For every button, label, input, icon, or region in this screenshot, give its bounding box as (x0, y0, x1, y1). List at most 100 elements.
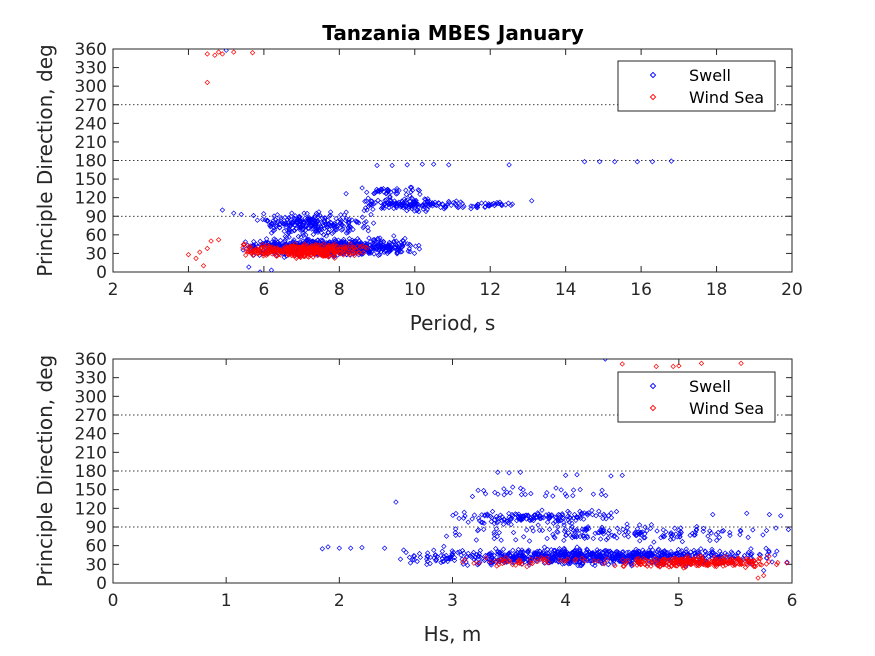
data-point (370, 220, 377, 226)
data-point (648, 563, 654, 569)
y-tick-label: 330 (75, 59, 107, 79)
data-point (469, 493, 476, 500)
data-point (488, 559, 494, 565)
data-point (657, 564, 663, 570)
data-point (281, 254, 287, 261)
data-point (240, 241, 247, 248)
data-point (303, 223, 309, 229)
data-point (270, 218, 276, 224)
data-point (486, 551, 492, 557)
data-point (716, 560, 722, 566)
data-point (362, 198, 368, 205)
data-point (247, 245, 254, 251)
data-point (740, 561, 746, 567)
data-point (542, 559, 549, 566)
data-point (498, 517, 505, 523)
data-point (304, 249, 310, 256)
data-point (404, 207, 410, 214)
data-point (530, 517, 537, 524)
data-point (257, 269, 263, 272)
data-point (551, 547, 557, 554)
data-point (403, 200, 410, 206)
data-point (364, 207, 370, 213)
data-point (424, 206, 430, 213)
data-point (534, 556, 540, 562)
data-point (296, 242, 302, 249)
data-point (693, 526, 700, 533)
data-point (391, 238, 397, 244)
data-point (280, 245, 287, 252)
data-point (538, 554, 545, 561)
data-point (343, 209, 349, 215)
data-point (468, 205, 474, 212)
data-point (368, 202, 375, 208)
data-point (555, 517, 562, 523)
data-point (481, 520, 487, 526)
data-point (583, 526, 589, 533)
data-point (240, 244, 246, 251)
data-point (289, 243, 296, 250)
data-point (277, 237, 284, 244)
data-point (624, 524, 630, 531)
data-point (318, 219, 325, 225)
y-tick-label: 150 (75, 481, 107, 501)
data-point (505, 558, 512, 565)
data-point (289, 210, 295, 216)
data-point (728, 553, 734, 560)
data-point (516, 557, 523, 563)
data-point (492, 517, 498, 523)
data-point (634, 551, 641, 558)
data-point (624, 521, 630, 527)
data-point (519, 561, 525, 567)
data-point (453, 510, 459, 517)
data-point (280, 220, 287, 227)
data-point (314, 249, 320, 256)
data-point (305, 254, 312, 260)
data-point (569, 534, 575, 541)
data-point (642, 550, 648, 556)
data-point (371, 190, 377, 197)
data-point (469, 516, 475, 522)
data-point (321, 232, 327, 238)
data-point (634, 159, 641, 165)
data-point (522, 491, 528, 498)
data-point (506, 162, 512, 168)
data-point (510, 484, 516, 490)
data-point (404, 197, 410, 203)
data-point (367, 248, 373, 254)
data-point (516, 560, 523, 566)
data-point (297, 253, 304, 259)
data-point (529, 525, 535, 531)
data-point (571, 511, 578, 518)
data-point (589, 557, 595, 564)
data-point (766, 553, 772, 559)
data-point (260, 251, 267, 257)
data-point (553, 556, 559, 563)
x-axis-label: Period, s (410, 311, 496, 335)
data-point (247, 243, 253, 249)
data-point (634, 549, 640, 556)
data-point (273, 240, 279, 247)
data-point (361, 220, 368, 226)
data-point (380, 239, 387, 245)
data-point (698, 559, 704, 565)
y-tick-label: 0 (96, 263, 107, 283)
data-point (440, 558, 446, 565)
data-point (300, 219, 306, 226)
data-point (660, 527, 667, 533)
data-point (596, 159, 603, 165)
x-tick-label: 20 (781, 280, 803, 300)
data-point (744, 510, 750, 517)
data-point (577, 514, 583, 520)
data-point (745, 549, 752, 556)
data-point (292, 213, 298, 219)
y-tick-label: 60 (85, 226, 107, 246)
data-point (744, 560, 750, 567)
data-point (246, 264, 252, 270)
data-point (322, 215, 328, 221)
data-point (475, 515, 482, 521)
data-point (337, 251, 343, 257)
data-point (410, 557, 416, 563)
data-point (476, 550, 483, 557)
y-tick-label: 210 (75, 133, 107, 153)
